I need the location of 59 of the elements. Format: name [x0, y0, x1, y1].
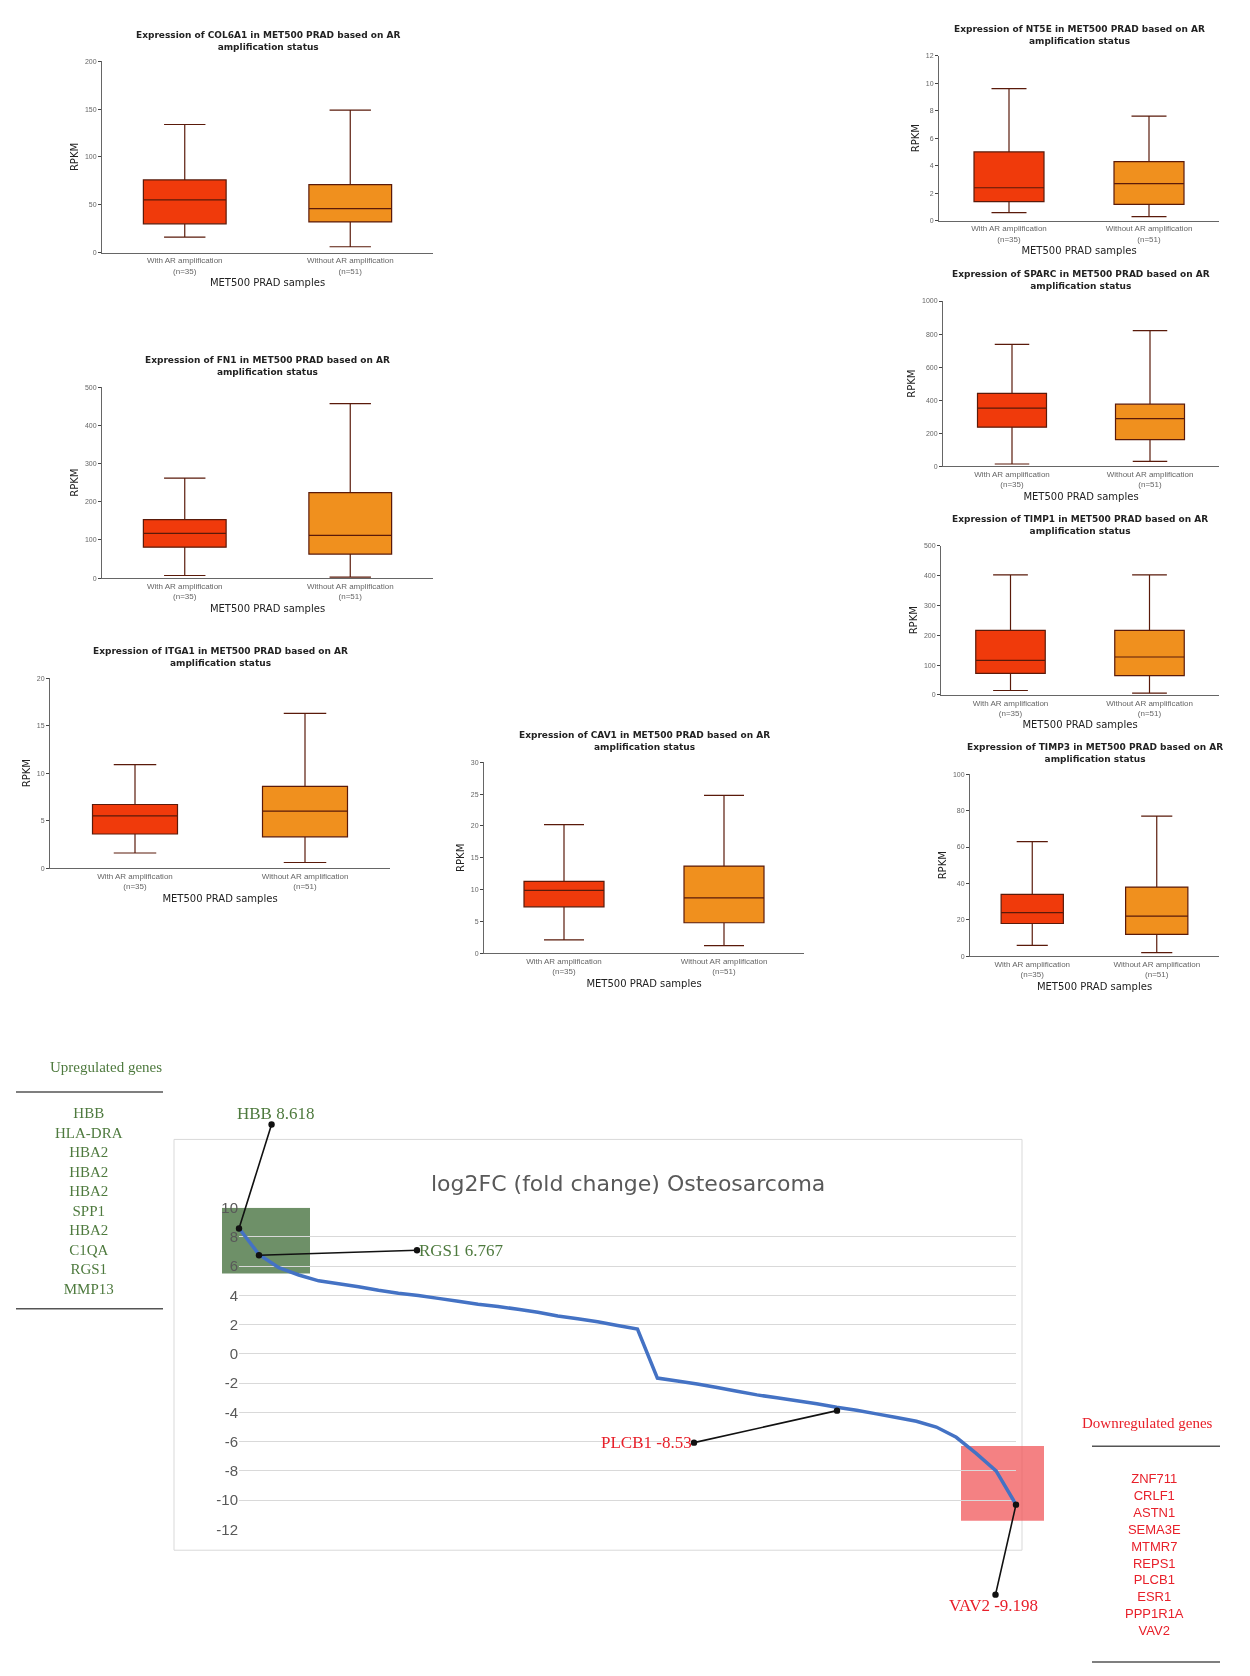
x-tick-label: With AR amplification (n=35)	[972, 698, 1049, 718]
x-axis-title: MET500 PRAD samples	[209, 602, 326, 614]
y-tick-label: 4	[229, 1286, 238, 1304]
x-axis-title: MET500 PRAD samples	[1023, 490, 1139, 502]
x-axis-title: MET500 PRAD samples	[209, 277, 326, 288]
y-tick-label: 10	[221, 1198, 238, 1216]
x-axis-title: MET500 PRAD samples	[1021, 245, 1137, 257]
chart-title: Expression of TIMP1 in MET500 PRAD based on AR amplification status	[952, 514, 1209, 536]
x-axis-title: MET500 PRAD samples	[586, 977, 702, 989]
y-axis-title: RPKM	[936, 851, 948, 880]
x-tick-label: With AR amplification (n=35)	[971, 224, 1047, 244]
x-tick-label: Without AR amplification (n=51)	[306, 256, 394, 276]
text: ZNF711 CRLF1 ASTN1 SEMA3E MTMR7 REPS1 PLCB1 ESR1 PPP1R1A VAV2	[1125, 1471, 1184, 1639]
x-tick-label: Without AR amplification (n=51)	[680, 956, 768, 977]
chart-title: Expression of COL6A1 in MET500 PRAD based on AR amplification status	[136, 30, 401, 52]
x-tick-label: With AR amplification (n=35)	[97, 871, 173, 892]
y-axis-title: RPKM	[907, 606, 919, 635]
x-axis-title: MET500 PRAD samples	[1036, 980, 1153, 992]
x-tick-label: Without AR amplification (n=51)	[1113, 959, 1201, 980]
y-axis-title: RPKM	[909, 124, 921, 153]
text: Downregulated genes	[1082, 1415, 1213, 1431]
y-axis-title: RPKM	[68, 142, 80, 172]
text: HBB 8.618	[237, 1104, 315, 1123]
text: VAV2 -9.198	[949, 1596, 1039, 1615]
x-tick-label: With AR amplification (n=35)	[146, 581, 223, 602]
x-tick-label: Without AR amplification (n=51)	[261, 871, 349, 892]
y-tick-label: -10	[216, 1491, 238, 1509]
x-tick-label: With AR amplification (n=35)	[526, 956, 602, 977]
annotation: RGS1 6.767	[419, 1241, 504, 1260]
chart-title: Expression of SPARC in MET500 PRAD based on AR amplification status	[952, 269, 1210, 291]
x-tick-label: Without AR amplification (n=51)	[1105, 224, 1193, 244]
x-axis-title: MET500 PRAD samples	[162, 892, 278, 904]
x-tick-label: Without AR amplification (n=51)	[1106, 698, 1193, 718]
y-axis-title: RPKM	[20, 759, 32, 788]
y-tick-label: -12	[216, 1520, 238, 1538]
chart-title: Expression of NT5E in MET500 PRAD based on AR amplification status	[954, 24, 1206, 46]
y-tick-label: -4	[224, 1403, 238, 1421]
chart-title: Expression of TIMP3 in MET500 PRAD based on AR amplification status	[967, 742, 1224, 764]
text: HBB HLA-DRA HBA2 HBA2 HBA2 SPP1 HBA2 C1QA RGS1 MMP13	[55, 1105, 123, 1297]
text: Upregulated genes	[50, 1059, 163, 1075]
x-tick-label: With AR amplification (n=35)	[146, 256, 223, 276]
y-axis-title: RPKM	[68, 468, 80, 497]
chart-title: Expression of FN1 in MET500 PRAD based on AR amplification status	[145, 355, 390, 377]
y-tick-label: 2	[229, 1315, 238, 1333]
x-tick-label: With AR amplification (n=35)	[994, 959, 1071, 980]
y-tick-label: 0	[229, 1345, 238, 1363]
x-axis-title: MET500 PRAD samples	[1022, 719, 1138, 731]
y-tick-label: -6	[224, 1432, 238, 1450]
chart-title: Expression of ITGA1 in MET500 PRAD based on AR amplification status	[93, 646, 349, 668]
x-tick-label: Without AR amplification (n=51)	[1106, 469, 1194, 490]
y-axis-title: RPKM	[454, 843, 466, 872]
chart-title: log2FC (fold change) Osteosarcoma	[431, 1171, 826, 1196]
y-tick-label: -2	[224, 1374, 238, 1392]
y-tick-label: -8	[224, 1462, 238, 1480]
x-tick-label: Without AR amplification (n=51)	[306, 581, 394, 602]
y-axis-title: RPKM	[906, 369, 918, 398]
x-tick-label: With AR amplification (n=35)	[974, 469, 1050, 490]
annotation: PLCB1 -8.53	[601, 1433, 692, 1452]
chart-title: Expression of CAV1 in MET500 PRAD based on AR amplification status	[519, 730, 771, 752]
